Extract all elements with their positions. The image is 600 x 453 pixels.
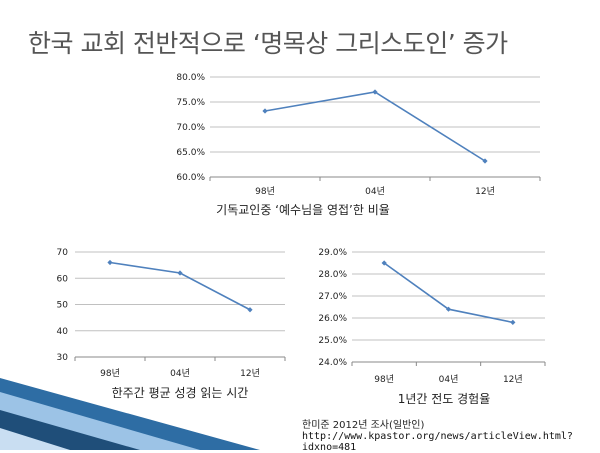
x-tick-label: 12년 [475,186,495,197]
source-note: 한미준 2012년 조사(일반인) [302,420,425,431]
chart-bottom-right: 24.0% 25.0% 26.0% 27.0% 28.0% 29.0% 98년 04년 12년 1… [318,248,546,406]
slide-title: 한국 교회 전반적으로 ‘명목상 그리스도인’ 증가 [28,29,508,58]
series-line [383,262,513,324]
chart-caption: 한주간 평균 성경 읽는 시간 [112,386,249,400]
data-point [381,260,387,266]
y-tick-label: 25.0% [318,336,347,346]
y-tick-label: 28.0% [318,270,347,280]
y-tick-label: 60.0% [176,173,205,183]
series-line [109,261,251,311]
data-point [107,259,113,266]
y-tick-label: 30 [57,353,69,363]
x-tick-label: 04년 [439,374,459,385]
x-tick-label: 12년 [503,374,523,385]
source-url[interactable]: http://www.kpastor.org/news/articleView.… [302,431,573,453]
y-tick-label: 24.0% [318,358,347,368]
y-tick-label: 29.0% [318,248,347,258]
chart-top: 60.0% 65.0% 70.0% 75.0% 80.0% 98년 04년 12년기독교인중 … [176,73,541,217]
y-tick-label: 70 [57,248,69,258]
y-tick-label: 60 [57,274,69,284]
data-point [247,307,253,313]
data-point [510,319,516,325]
x-tick-label: 98년 [100,368,120,379]
data-point [482,158,488,164]
y-tick-label: 75.0% [176,98,205,108]
x-tick-label: 04년 [365,186,385,197]
y-tick-label: 65.0% [176,148,205,158]
data-point [177,270,183,276]
y-tick-label: 50 [57,301,69,311]
x-tick-label: 04년 [170,368,190,379]
chart-caption: 1년간 전도 경험율 [398,392,491,406]
data-point [262,108,268,114]
data-point [445,306,452,312]
chart-caption: 기독교인중 ‘예수님을 영접’한 비율 [216,203,390,217]
y-tick-label: 26.0% [318,314,347,324]
x-tick-label: 98년 [255,186,275,197]
data-point [372,89,378,95]
x-tick-label: 12년 [240,368,260,379]
y-tick-label: 27.0% [318,292,347,302]
accent-stripe [0,378,260,450]
x-tick-label: 98년 [374,374,394,385]
y-tick-label: 80.0% [176,73,205,83]
y-tick-label: 70.0% [176,123,205,133]
y-tick-label: 40 [57,327,69,337]
